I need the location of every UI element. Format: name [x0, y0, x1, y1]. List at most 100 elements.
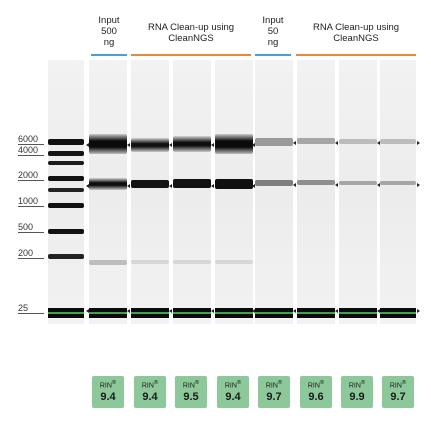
- rin-badge-8: RIN® 9.7: [382, 376, 414, 408]
- marker-green: [173, 312, 211, 314]
- peak-arrow: [211, 143, 214, 147]
- ladder-marker-green: [48, 312, 84, 314]
- peak-arrow: [211, 309, 214, 313]
- peak-arrow: [169, 309, 172, 313]
- band-28s: [173, 136, 211, 152]
- ladder-band-4000: [48, 151, 84, 156]
- peak-arrow: [127, 143, 130, 147]
- peak-arrow: [335, 309, 338, 313]
- peak-arrow: [293, 183, 296, 187]
- peak-arrow: [417, 309, 420, 313]
- peak-arrow: [252, 143, 255, 147]
- band-28s: [89, 134, 127, 154]
- marker-green: [297, 312, 335, 314]
- marker-green: [339, 312, 377, 314]
- ladder-tick-6000: [18, 144, 44, 145]
- rin-badge-7: RIN® 9.9: [341, 376, 373, 408]
- ladder-label-200: 200: [18, 248, 34, 258]
- gel-lane-8: [380, 60, 416, 324]
- ladder-tick-200: [18, 258, 44, 259]
- rin-badge-2: RIN® 9.4: [134, 376, 166, 408]
- rin-badge-4: RIN® 9.4: [217, 376, 249, 408]
- gel-lane-2: [131, 60, 169, 324]
- peak-arrow: [335, 141, 338, 145]
- marker-green: [131, 312, 169, 314]
- header-input-50: Input 50 ng: [262, 15, 284, 48]
- ladder-tick-4000: [18, 155, 44, 156]
- gel-lane-3: [173, 60, 211, 324]
- band-18s: [173, 179, 211, 188]
- rin-badge-6: RIN® 9.6: [300, 376, 332, 408]
- header-underline-input-500: [91, 54, 127, 56]
- peak-arrow: [86, 143, 89, 147]
- band-small-rna: [89, 260, 127, 265]
- marker-green: [89, 312, 127, 314]
- ladder-tick-1000: [18, 206, 44, 207]
- peak-arrow: [377, 183, 380, 187]
- gel-lane-5: [255, 60, 293, 324]
- band-18s: [89, 178, 127, 190]
- peak-arrow: [293, 309, 296, 313]
- band-28s: [297, 138, 335, 144]
- band-small-rna: [173, 260, 211, 264]
- ladder-tick-2000: [18, 180, 44, 181]
- gel-lane-ladder: [48, 60, 84, 324]
- header-underline-input-50: [255, 54, 291, 56]
- ladder-label-2000: 2000: [18, 170, 39, 180]
- band-small-rna: [215, 260, 253, 264]
- ladder-label-6000: 6000: [18, 134, 39, 144]
- peak-arrow: [127, 309, 130, 313]
- peak-arrow: [252, 309, 255, 313]
- header-cleanup-2: RNA Clean-up using CleanNGS: [312, 22, 400, 44]
- header-cleanup-1: RNA Clean-up using CleanNGS: [147, 22, 235, 44]
- peak-arrow: [127, 184, 130, 188]
- band-28s: [131, 138, 169, 152]
- peak-arrow: [86, 184, 89, 188]
- band-28s: [215, 134, 253, 154]
- peak-arrow: [377, 141, 380, 145]
- peak-arrow: [377, 309, 380, 313]
- ladder-band-2000: [48, 176, 84, 181]
- band-28s: [380, 139, 416, 144]
- gel-lane-4: [215, 60, 253, 324]
- band-18s: [297, 180, 335, 185]
- ladder-band-1500: [48, 188, 84, 192]
- ladder-band-500: [48, 229, 84, 234]
- ladder-label-25: 25: [18, 303, 29, 313]
- band-18s: [131, 180, 169, 188]
- header-underline-cleanup-1: [131, 54, 251, 56]
- peak-arrow: [417, 183, 420, 187]
- peak-arrow: [169, 143, 172, 147]
- header-underline-cleanup-2: [296, 54, 416, 56]
- ladder-label-500: 500: [18, 222, 34, 232]
- band-28s: [339, 139, 377, 144]
- gel-lane-1: [89, 60, 127, 324]
- ladder-band-3000: [48, 161, 84, 165]
- ladder-label-4000: 4000: [18, 145, 39, 155]
- peak-arrow: [293, 141, 296, 145]
- marker-green: [215, 312, 253, 314]
- peak-arrow: [417, 141, 420, 145]
- gel-lane-7: [339, 60, 377, 324]
- marker-green: [380, 312, 416, 314]
- rin-badge-3: RIN® 9.5: [175, 376, 207, 408]
- marker-green: [255, 312, 293, 314]
- ladder-band-1000: [48, 203, 84, 208]
- gel-lane-6: [297, 60, 335, 324]
- band-18s: [380, 181, 416, 185]
- band-18s: [255, 180, 293, 186]
- band-18s: [215, 179, 253, 189]
- ladder-band-6000: [48, 139, 84, 145]
- peak-arrow: [335, 183, 338, 187]
- rin-badge-1: RIN® 9.4: [92, 376, 124, 408]
- rin-badge-5: RIN® 9.7: [258, 376, 290, 408]
- ladder-tick-500: [18, 232, 44, 233]
- ladder-label-1000: 1000: [18, 196, 39, 206]
- header-input-500: Input 500 ng: [98, 15, 120, 48]
- band-18s: [339, 181, 377, 185]
- peak-arrow: [211, 184, 214, 188]
- band-small-rna: [131, 260, 169, 264]
- band-28s: [255, 138, 293, 146]
- peak-arrow: [86, 309, 89, 313]
- peak-arrow: [169, 184, 172, 188]
